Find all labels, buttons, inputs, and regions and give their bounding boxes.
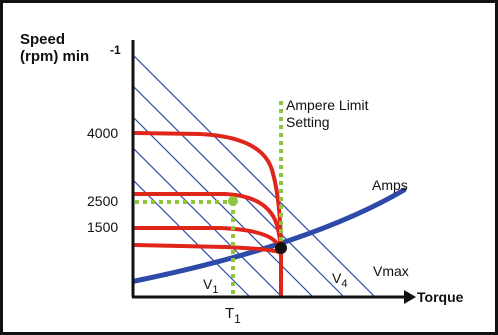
axes xyxy=(131,40,416,304)
ampere-limit-label-setting: Setting xyxy=(286,114,330,130)
amps-curve xyxy=(132,187,407,284)
intersection-dot xyxy=(275,242,287,254)
v1-label-base: V xyxy=(203,276,213,292)
v4-label-base: V xyxy=(332,270,342,286)
operating-point-dot xyxy=(228,196,238,206)
speed-label-1500: 1500 xyxy=(87,219,118,235)
speed-label-4000: 4000 xyxy=(87,125,118,141)
y-axis-unit: (rpm) min xyxy=(20,48,89,65)
x-axis-title: Torque xyxy=(417,289,464,305)
speed-label-2500: 2500 xyxy=(87,193,118,209)
ampere-limit-label: Ampere Limit xyxy=(286,97,369,113)
v1-label: V1 xyxy=(203,276,218,296)
voltage-line-2 xyxy=(133,147,283,298)
x-axis-arrowhead xyxy=(404,290,416,304)
vmax-label: Vmax xyxy=(373,263,409,279)
voltage-lines xyxy=(133,54,376,298)
y-axis-unit-exponent: -1 xyxy=(110,43,121,57)
voltage-line-vmax xyxy=(133,54,376,298)
v4-label-sub: 4 xyxy=(341,278,347,290)
t1-label-base: T xyxy=(225,305,234,322)
y-axis-title: Speed xyxy=(20,31,65,48)
voltage-line-v4 xyxy=(133,85,345,298)
amps-label: Amps xyxy=(372,177,408,193)
v1-label-sub: 1 xyxy=(212,284,218,296)
t1-label-sub: 1 xyxy=(234,312,241,326)
v4-label: V4 xyxy=(332,270,347,290)
speed-curves xyxy=(133,131,283,298)
speed-curve-lowest xyxy=(133,243,283,257)
limit-markers xyxy=(135,101,283,298)
voltage-line-1 xyxy=(133,179,251,298)
t1-label: T1 xyxy=(225,305,241,326)
